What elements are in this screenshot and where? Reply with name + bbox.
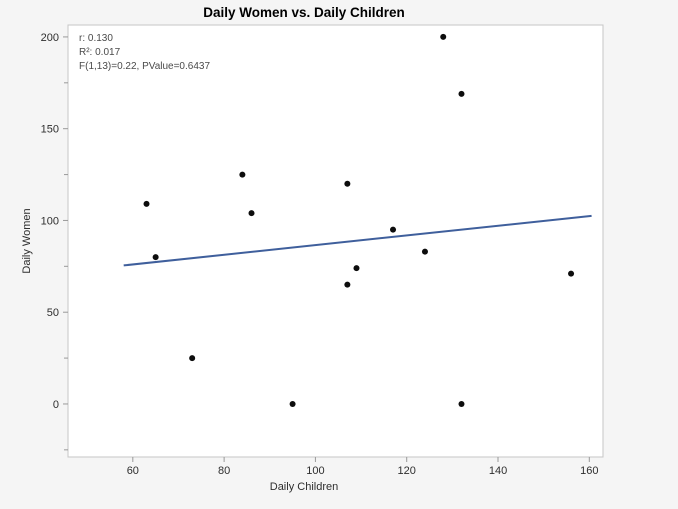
data-point (568, 270, 575, 277)
data-point (440, 33, 447, 40)
data-point (344, 281, 351, 288)
x-tick-label: 60 (127, 465, 139, 477)
data-point (344, 180, 351, 187)
stat-f: F(1,13)=0.22, PValue=0.6437 (79, 61, 211, 72)
x-tick-label: 160 (580, 465, 598, 477)
y-axis-label: Daily Women (21, 208, 33, 273)
plot-frame (67, 24, 604, 458)
data-point (458, 90, 465, 97)
x-tick-label: 80 (218, 465, 230, 477)
y-tick-label: 200 (41, 32, 59, 44)
data-point (239, 171, 246, 178)
data-point (353, 265, 360, 272)
y-tick-label: 50 (47, 307, 59, 319)
chart-title: Daily Women vs. Daily Children (203, 5, 405, 20)
x-axis-label: Daily Children (269, 481, 339, 493)
stat-r2: R²: 0.017 (79, 47, 121, 58)
y-tick-label: 150 (41, 124, 59, 136)
x-tick-label: 100 (306, 465, 324, 477)
x-tick-label: 120 (398, 465, 416, 477)
data-point (189, 355, 196, 362)
data-point (390, 226, 397, 233)
data-point (289, 400, 296, 407)
data-point (152, 254, 159, 261)
y-tick-label: 0 (53, 399, 59, 411)
data-point (143, 200, 150, 207)
data-point (421, 248, 428, 255)
data-point (458, 400, 465, 407)
x-tick-label: 140 (489, 465, 507, 477)
stat-r: r: 0.130 (79, 33, 113, 44)
y-tick-label: 100 (41, 215, 59, 227)
regression-line (123, 214, 592, 267)
plot-layer: 60 80 100 120 140 160 0 50 100 150 200 (41, 24, 604, 477)
data-point (248, 210, 255, 217)
stats-annotation: r: 0.130 R²: 0.017 F(1,13)=0.22, PValue=… (79, 32, 210, 74)
